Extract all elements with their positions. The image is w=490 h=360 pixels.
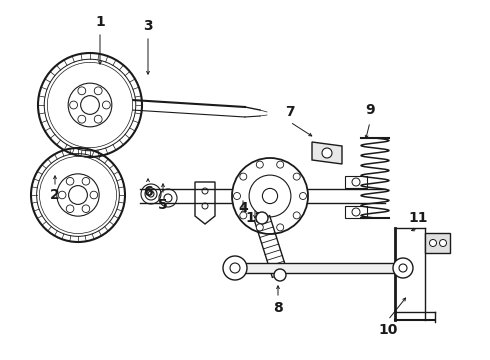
Text: 4: 4 [238,201,248,215]
Text: 9: 9 [365,103,375,117]
Circle shape [256,161,263,168]
Text: 12: 12 [245,211,265,225]
Polygon shape [425,233,450,253]
Text: 7: 7 [285,105,295,119]
Polygon shape [312,142,342,164]
Text: 6: 6 [143,185,153,199]
Circle shape [240,212,247,219]
Circle shape [240,173,247,180]
Circle shape [274,269,286,281]
Circle shape [440,239,446,247]
Circle shape [234,193,241,199]
Circle shape [232,158,308,234]
Circle shape [40,157,117,234]
Text: 8: 8 [273,301,283,315]
Circle shape [277,161,284,168]
Text: 3: 3 [143,19,153,33]
Text: 11: 11 [408,211,428,225]
Circle shape [293,173,300,180]
Circle shape [299,193,307,199]
Circle shape [293,212,300,219]
Circle shape [256,224,263,231]
Circle shape [393,258,413,278]
Text: 1: 1 [95,15,105,29]
Circle shape [277,224,284,231]
Polygon shape [235,263,403,273]
Circle shape [223,256,247,280]
Circle shape [48,62,133,148]
Circle shape [430,239,437,247]
Circle shape [322,148,332,158]
Text: 2: 2 [50,188,60,202]
Text: 10: 10 [378,323,398,337]
Text: 5: 5 [158,198,168,212]
Circle shape [256,212,268,224]
